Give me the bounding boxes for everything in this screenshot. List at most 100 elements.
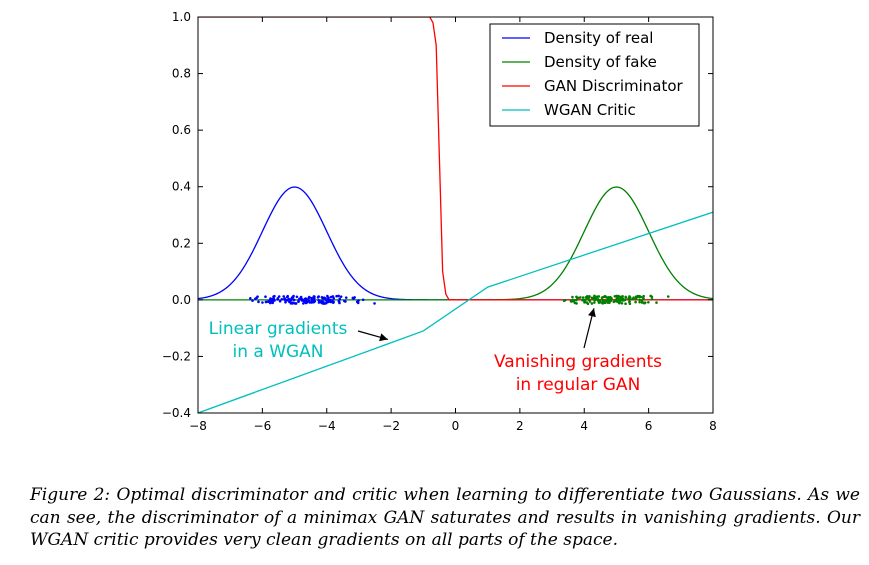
x-tick-label: 8 bbox=[709, 419, 717, 433]
sample-point bbox=[339, 295, 343, 298]
sample-point bbox=[272, 295, 275, 298]
sample-point bbox=[302, 302, 305, 305]
sample-point bbox=[308, 295, 311, 299]
sample-point bbox=[587, 295, 591, 299]
sample-point bbox=[642, 297, 645, 301]
chart: −8 −6 −4 −2 0 2 4 6 8−0.4−0.20.00.20.40.60.81.0 … bbox=[162, 10, 717, 433]
sample-point bbox=[310, 301, 313, 304]
sample-point bbox=[593, 294, 596, 298]
sample-points bbox=[249, 294, 670, 306]
sample-point bbox=[264, 295, 267, 299]
sample-point bbox=[581, 298, 584, 302]
sample-point bbox=[337, 300, 341, 303]
x-tick-label: −6 bbox=[254, 419, 272, 433]
sample-point bbox=[312, 296, 315, 299]
sample-point bbox=[329, 295, 333, 299]
annotation-text: in regular GAN bbox=[516, 375, 641, 395]
sample-point bbox=[283, 297, 286, 301]
sample-point bbox=[297, 300, 300, 304]
x-tick-label: −2 bbox=[382, 419, 400, 433]
sample-point bbox=[253, 297, 257, 301]
sample-point bbox=[326, 300, 330, 304]
x-tick-label: −8 bbox=[189, 419, 207, 433]
sample-point bbox=[642, 294, 645, 298]
sample-point bbox=[320, 296, 324, 299]
sample-point bbox=[277, 295, 281, 298]
sample-point bbox=[595, 295, 599, 299]
sample-point bbox=[583, 300, 586, 303]
series-line-0 bbox=[198, 186, 713, 301]
sample-point bbox=[291, 296, 295, 299]
sample-point bbox=[634, 300, 637, 304]
legend: Density of real Density of fake GAN Discri… bbox=[489, 23, 700, 127]
sample-point bbox=[616, 295, 620, 298]
sample-point bbox=[344, 300, 347, 303]
axis-ticks: −8 −6 −4 −2 0 2 4 6 8 −0.4 −0.2 0.0 0.2 0.4 0.6 0.8 1.0 bbox=[162, 10, 717, 433]
sample-point bbox=[592, 297, 595, 301]
legend-label: Density of fake bbox=[544, 53, 657, 71]
sample-point bbox=[569, 300, 573, 303]
sample-point bbox=[373, 302, 376, 305]
sample-point bbox=[257, 300, 260, 304]
sample-point bbox=[635, 295, 639, 299]
sample-point bbox=[597, 301, 601, 304]
sample-point bbox=[261, 301, 264, 304]
sample-point bbox=[624, 302, 627, 306]
sample-point bbox=[320, 299, 323, 303]
annotation-text: in a WGAN bbox=[232, 342, 323, 362]
sample-point bbox=[608, 301, 611, 304]
y-tick-label: 0.2 bbox=[172, 236, 191, 250]
x-tick-label: 6 bbox=[645, 419, 653, 433]
legend-label: GAN Discriminator bbox=[544, 77, 684, 95]
sample-point bbox=[301, 298, 305, 302]
sample-point bbox=[606, 298, 610, 302]
annotations: Linear gradients in a WGAN Vanishing gradi… bbox=[209, 308, 662, 395]
sample-point bbox=[575, 302, 578, 305]
sample-point bbox=[579, 296, 582, 299]
sample-point bbox=[562, 299, 566, 303]
sample-point bbox=[271, 299, 275, 303]
y-tick-label: 0.4 bbox=[172, 180, 191, 194]
sample-point bbox=[278, 299, 282, 303]
y-tick-label: −0.4 bbox=[162, 406, 191, 420]
sample-point bbox=[317, 298, 321, 302]
sample-point bbox=[287, 297, 291, 301]
sample-point bbox=[650, 297, 654, 301]
sample-point bbox=[284, 301, 287, 304]
sample-point bbox=[276, 298, 279, 301]
y-tick-label: 0.6 bbox=[172, 123, 191, 137]
sample-point bbox=[629, 297, 632, 301]
sample-point bbox=[282, 295, 286, 298]
sample-point bbox=[647, 300, 650, 304]
sample-point bbox=[249, 297, 252, 300]
x-tick-label: 0 bbox=[452, 419, 460, 433]
sample-point bbox=[638, 298, 642, 302]
sample-point bbox=[609, 299, 612, 303]
sample-point bbox=[620, 301, 624, 305]
series-line-1 bbox=[198, 186, 713, 301]
sample-point bbox=[640, 301, 644, 304]
sample-point bbox=[586, 302, 590, 306]
sample-point bbox=[307, 299, 311, 303]
sample-point bbox=[624, 295, 627, 299]
annotation-arrowhead bbox=[379, 333, 388, 342]
sample-point bbox=[322, 296, 326, 300]
y-tick-label: 0.0 bbox=[172, 293, 191, 307]
sample-point bbox=[264, 300, 268, 304]
sample-point bbox=[327, 296, 330, 300]
sample-point bbox=[604, 299, 608, 303]
sample-point bbox=[575, 298, 578, 302]
figure-caption: Figure 2: Optimal discriminator and crit… bbox=[30, 485, 860, 550]
sample-point bbox=[353, 296, 356, 299]
x-tick-label: 4 bbox=[580, 419, 588, 433]
sample-point bbox=[590, 302, 594, 305]
annotation-text: Linear gradients bbox=[209, 319, 348, 339]
sample-point bbox=[628, 300, 631, 303]
sample-point bbox=[593, 301, 596, 304]
sample-point bbox=[642, 301, 646, 305]
sample-point bbox=[638, 300, 641, 304]
sample-point bbox=[294, 302, 297, 305]
sample-point bbox=[361, 298, 365, 302]
sample-point bbox=[649, 294, 652, 298]
sample-point bbox=[600, 296, 604, 300]
